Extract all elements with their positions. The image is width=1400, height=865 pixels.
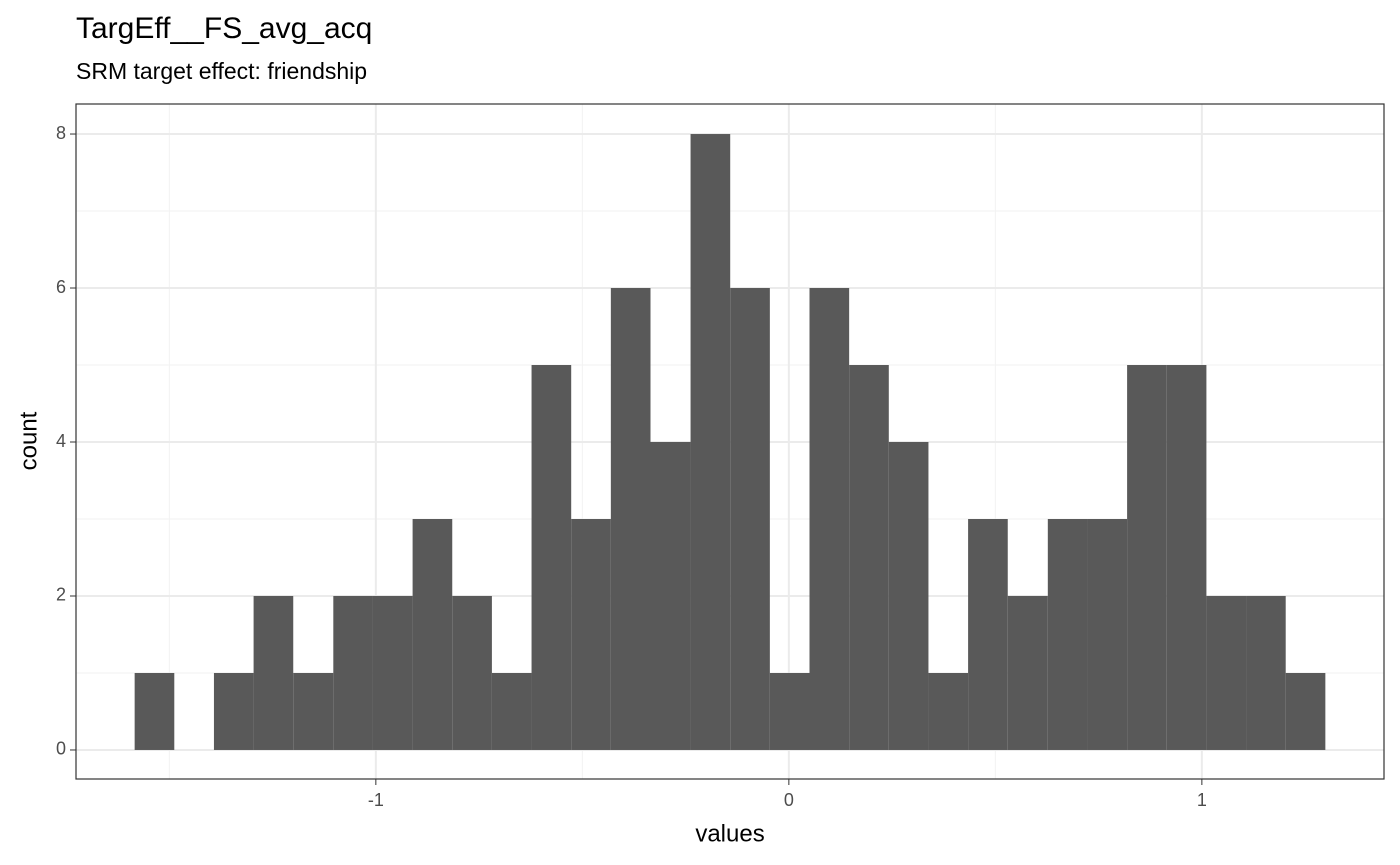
chart-subtitle: SRM target effect: friendship (76, 58, 367, 84)
bar (1206, 595, 1247, 750)
x-axis-label: values (695, 820, 764, 847)
y-tick-label: 4 (56, 431, 66, 451)
y-tick-label: 0 (56, 739, 66, 759)
bar (531, 365, 572, 750)
bar (1285, 672, 1326, 750)
bar (690, 134, 731, 750)
bar (928, 672, 969, 750)
bar (809, 288, 850, 750)
bar (1246, 595, 1286, 750)
y-tick-label: 6 (56, 277, 66, 297)
bar (333, 595, 373, 750)
x-tick-label: 1 (1197, 790, 1207, 810)
bar (134, 672, 175, 750)
y-tick-label: 8 (56, 123, 66, 143)
bar (253, 595, 294, 750)
bar (1007, 595, 1048, 750)
bar (849, 365, 889, 750)
x-tick-label: -1 (368, 790, 384, 810)
bar (1087, 518, 1128, 750)
bar (968, 518, 1008, 750)
bar (213, 672, 254, 750)
bar (1127, 365, 1167, 750)
bar (650, 442, 691, 750)
y-axis-label: count (15, 411, 42, 470)
bar (610, 288, 651, 750)
bar (571, 518, 611, 750)
panel-border (75, 103, 1385, 780)
bar (888, 442, 929, 750)
bar (1166, 365, 1207, 750)
bar (452, 595, 492, 750)
bar (293, 672, 334, 750)
x-tick-label: 0 (784, 790, 794, 810)
bar (491, 672, 532, 750)
bar (412, 518, 453, 750)
bar (769, 672, 810, 750)
chart-title: TargEff__FS_avg_acq (76, 12, 372, 45)
y-tick-label: 2 (56, 585, 66, 605)
bar (372, 595, 413, 750)
bar (730, 288, 770, 750)
bar (1047, 518, 1088, 750)
